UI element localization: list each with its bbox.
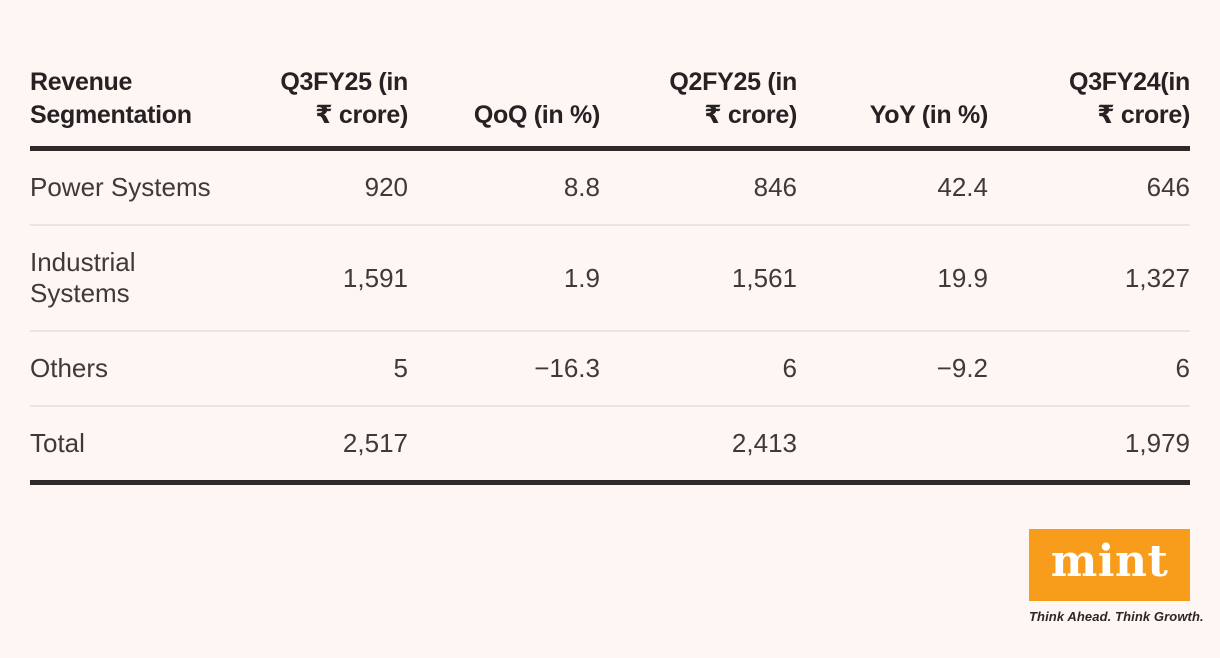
value-q3fy24: 6 — [988, 330, 1190, 406]
table-header: Revenue Segmentation Q3FY25 (in ₹ crore)… — [30, 48, 1190, 151]
value-q3fy24: 646 — [1146, 172, 1190, 202]
col-header-revenue-segmentation: Revenue Segmentation — [30, 48, 250, 151]
value-q2fy25: 2,413 — [600, 405, 797, 485]
value-yoy — [797, 405, 988, 485]
value-q3fy24: 1,979 — [988, 405, 1190, 485]
value-q2fy25: 1,561 — [600, 224, 797, 331]
value-qoq — [408, 405, 600, 485]
value-qoq: −16.3 — [408, 330, 600, 406]
mint-logo: mint — [1029, 529, 1190, 601]
col-header-q2fy25: Q2FY25 (in ₹ crore) — [600, 48, 797, 151]
segment-label: Others — [30, 330, 250, 406]
mint-branding: mint Think Ahead. Think Growth. — [1029, 529, 1204, 624]
table-row-industrial-systems: Industrial Systems 1,591 1.9 1,561 19.9 … — [30, 224, 1190, 331]
table-row-power-systems: Power Systems 920 8.8 846 42.4 646 — [30, 149, 1190, 226]
segment-label: Power Systems — [30, 172, 211, 202]
value-yoy: 42.4 — [937, 172, 988, 202]
col-header-yoy: YoY (in %) — [797, 48, 988, 151]
segment-label: Industrial Systems — [30, 224, 250, 331]
table-row-total: Total 2,517 2,413 1,979 — [30, 405, 1190, 485]
value-q3fy25: 2,517 — [250, 405, 408, 485]
segment-label: Total — [30, 405, 250, 485]
value-yoy: −9.2 — [797, 330, 988, 406]
value-yoy: 19.9 — [797, 224, 988, 331]
value-q3fy24: 1,327 — [988, 224, 1190, 331]
col-header-q3fy25: Q3FY25 (in ₹ crore) — [250, 48, 408, 151]
value-q2fy25: 846 — [753, 172, 797, 202]
table-row-others: Others 5 −16.3 6 −9.2 6 — [30, 330, 1190, 406]
table-body: Power Systems 920 8.8 846 42.4 646 Indus… — [30, 149, 1190, 485]
revenue-segmentation-table: Revenue Segmentation Q3FY25 (in ₹ crore)… — [30, 48, 1190, 485]
brand-tagline: Think Ahead. Think Growth. — [1029, 609, 1204, 624]
value-qoq: 8.8 — [563, 172, 600, 202]
value-q3fy25: 1,591 — [250, 224, 408, 331]
value-q2fy25: 6 — [600, 330, 797, 406]
value-qoq: 1.9 — [408, 224, 600, 331]
mint-logo-wordmark: mint — [1050, 536, 1169, 587]
col-header-q3fy24: Q3FY24(in ₹ crore) — [988, 48, 1190, 151]
value-q3fy25: 920 — [364, 172, 408, 202]
col-header-qoq: QoQ (in %) — [408, 48, 600, 151]
header-row: Revenue Segmentation Q3FY25 (in ₹ crore)… — [30, 48, 1190, 151]
value-q3fy25: 5 — [250, 330, 408, 406]
